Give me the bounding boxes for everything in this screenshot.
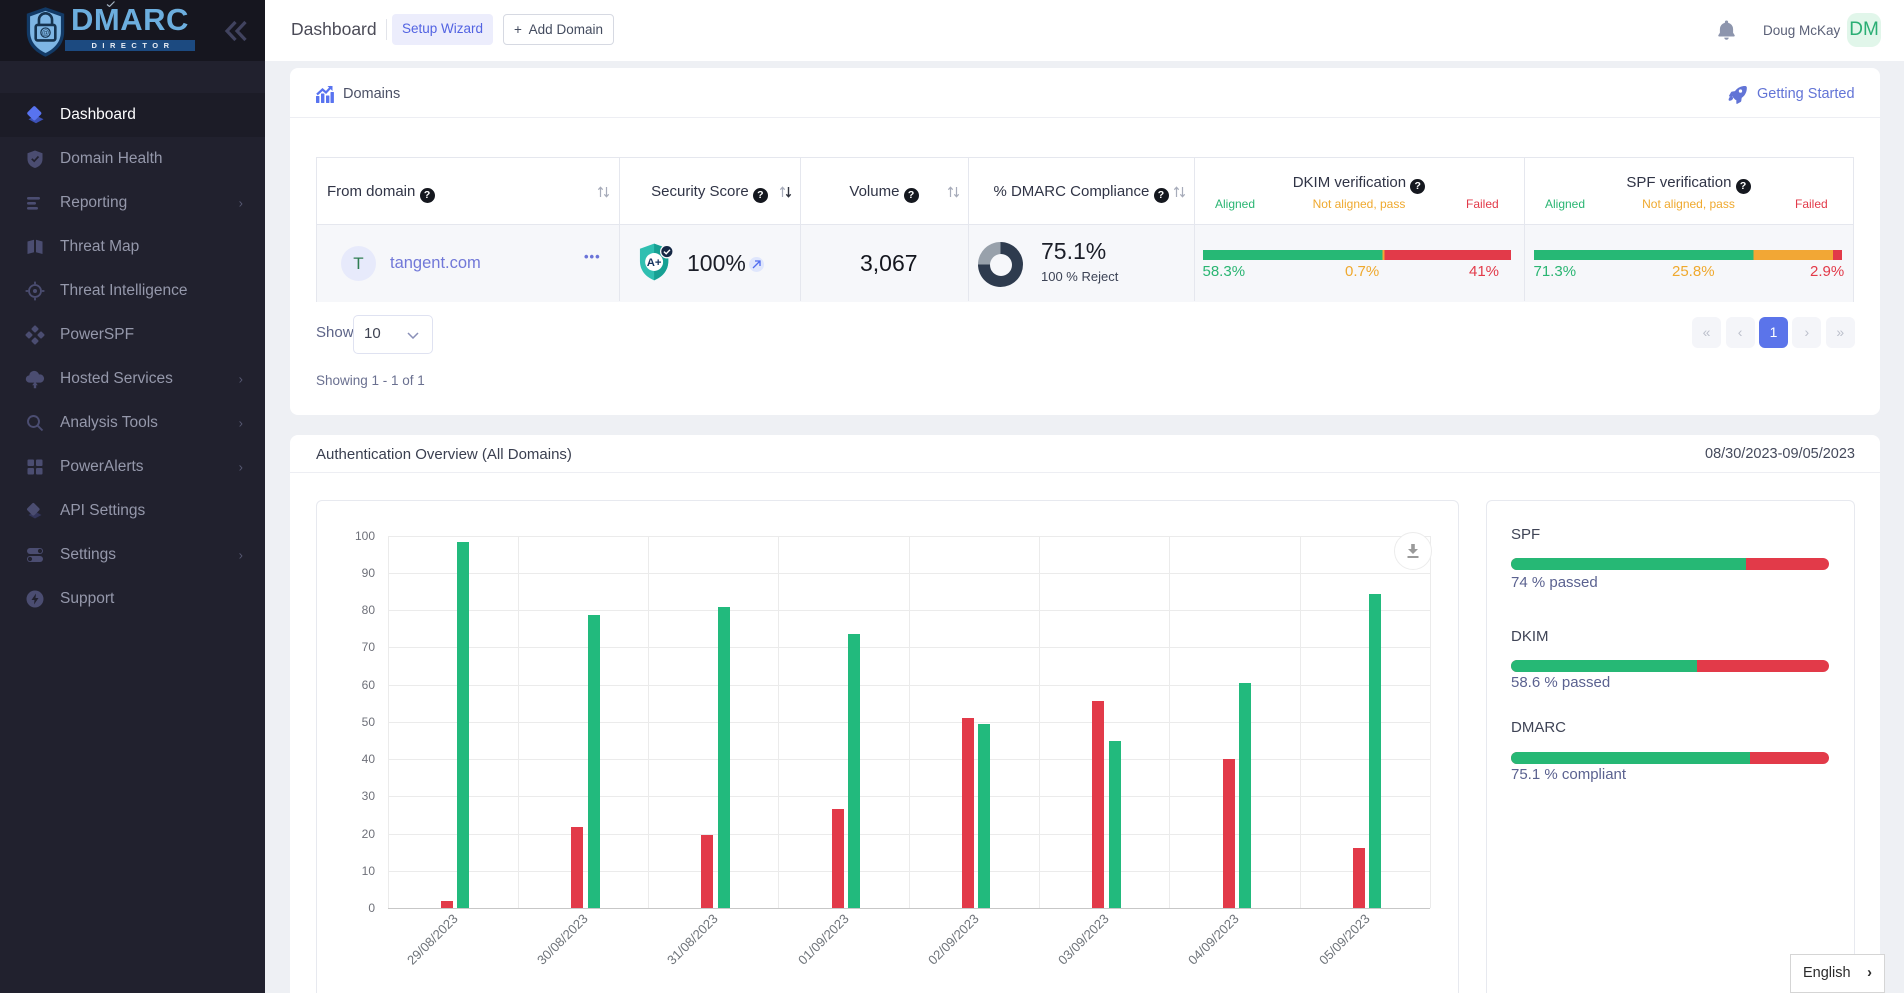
svg-text:@: @ bbox=[42, 28, 50, 37]
svg-text:A+: A+ bbox=[647, 257, 662, 269]
